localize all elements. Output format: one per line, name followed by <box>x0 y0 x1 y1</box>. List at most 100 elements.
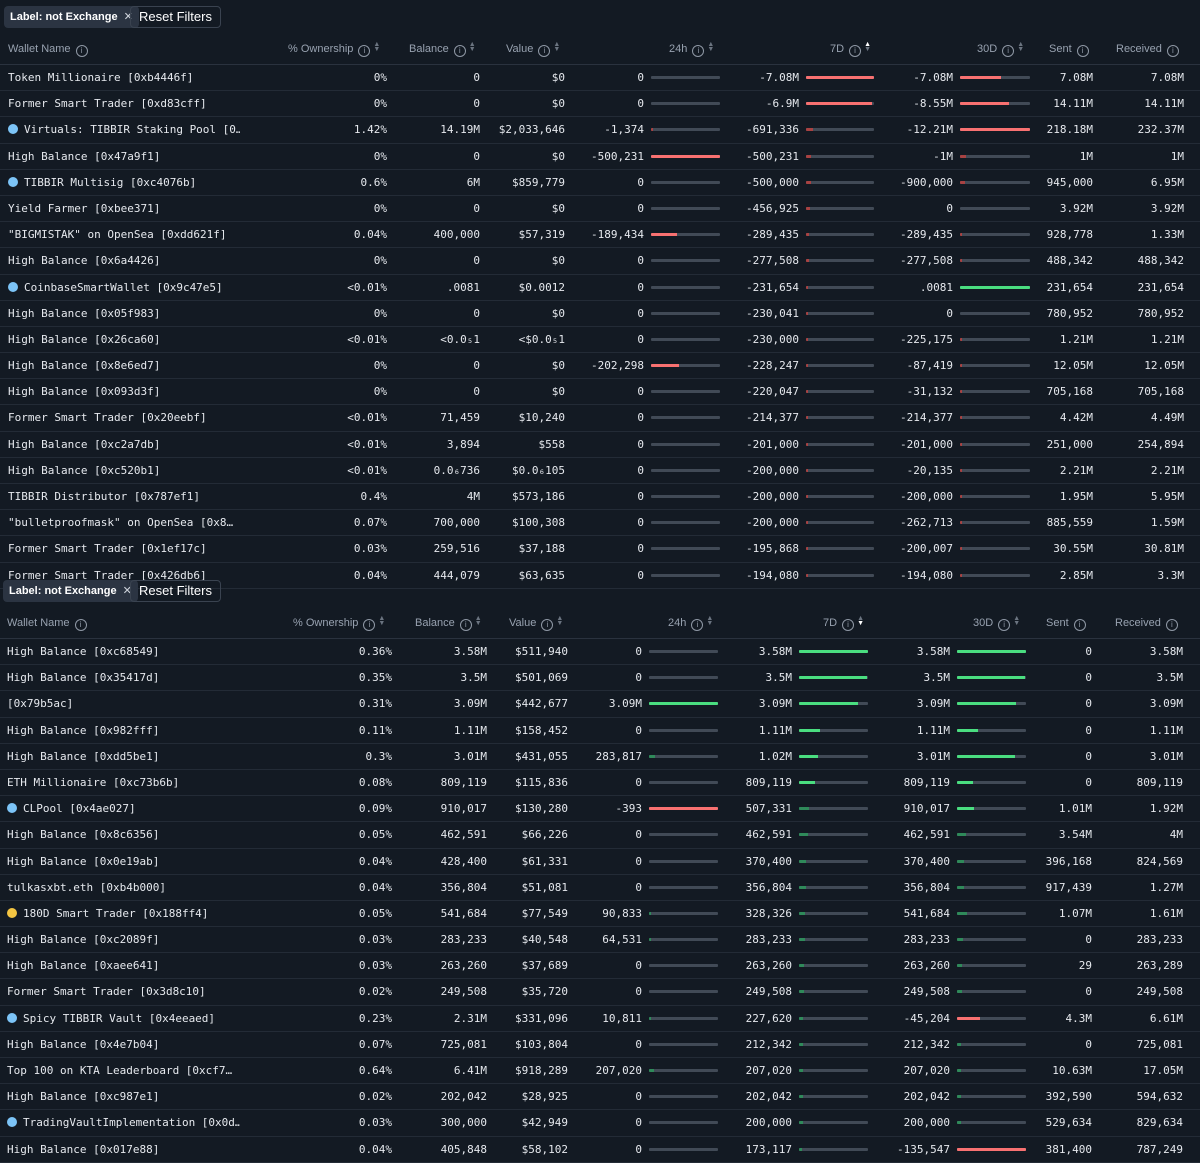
table-row[interactable]: High Balance [0x47a9f1] 0% 0 $0 -500,231 -500… <box>0 144 1200 170</box>
header-30d[interactable]: 30D i▲ ▼ <box>973 608 1020 638</box>
wallet-name[interactable]: "BIGMISTAK" on OpenSea [0xdd621f] <box>8 222 240 247</box>
table-row[interactable]: Former Smart Trader [0x3d8c10] 0.02% 249,5… <box>0 979 1200 1006</box>
table-row[interactable]: High Balance [0x093d3f] 0% 0 $0 0 -220,047 -31… <box>0 379 1200 406</box>
wallet-name[interactable]: High Balance [0xc987e1] <box>7 1084 240 1109</box>
table-row[interactable]: High Balance [0x4e7b04] 0.07% 725,081 $103,… <box>0 1032 1200 1058</box>
wallet-name[interactable]: Former Smart Trader [0x20eebf] <box>8 405 240 430</box>
wallet-name[interactable]: High Balance [0x35417d] <box>7 665 240 690</box>
table-row[interactable]: Spicy TIBBIR Vault [0x4eeaed] 0.23% 2.31M $… <box>0 1006 1200 1032</box>
sort-arrows-icon[interactable]: ▲ ▼ <box>1017 41 1025 53</box>
wallet-name[interactable]: TIBBIR Multisig [0xc4076b] <box>8 170 240 195</box>
sort-arrows-icon[interactable]: ▲ ▼ <box>553 41 561 53</box>
wallet-name[interactable]: Token Millionaire [0xb4446f] <box>8 65 240 90</box>
sort-arrows-icon[interactable]: ▲ ▼ <box>378 615 386 627</box>
table-row[interactable]: ETH Millionaire [0xc73b6b] 0.08% 809,119 $1… <box>0 770 1200 797</box>
wallet-name[interactable]: High Balance [0x017e88] <box>7 1137 240 1162</box>
info-icon[interactable]: i <box>998 619 1011 631</box>
info-icon[interactable]: i <box>538 45 551 57</box>
sort-arrows-icon[interactable]: ▲ ▼ <box>706 615 714 627</box>
table-row[interactable]: High Balance [0x35417d] 0.35% 3.5M $501,069… <box>0 665 1200 692</box>
table-row[interactable]: TIBBIR Multisig [0xc4076b] 0.6% 6M $859,779… <box>0 170 1200 196</box>
header-value[interactable]: Value i▲ ▼ <box>509 608 563 638</box>
wallet-name[interactable]: Former Smart Trader [0x426db6] <box>8 563 240 588</box>
reset-filters-button[interactable]: Reset Filters <box>130 580 221 602</box>
table-row[interactable]: tulkasxbt.eth [0xb4b000] 0.04% 356,804 $51,… <box>0 875 1200 901</box>
sort-arrows-icon[interactable]: ▲ ▼ <box>1013 615 1021 627</box>
table-row[interactable]: CoinbaseSmartWallet [0x9c47e5] <0.01% .008… <box>0 275 1200 301</box>
wallet-name[interactable]: CLPool [0x4ae027] <box>7 796 240 821</box>
wallet-name[interactable]: High Balance [0x093d3f] <box>8 379 240 404</box>
info-icon[interactable]: i <box>363 619 376 631</box>
wallet-name[interactable]: High Balance [0xaee641] <box>7 953 240 978</box>
info-icon[interactable]: i <box>358 45 371 57</box>
header-7d[interactable]: 7D i▲ ▼ <box>823 608 864 638</box>
table-row[interactable]: Yield Farmer [0xbee371] 0% 0 $0 0 -456,925 0 3.… <box>0 196 1200 223</box>
wallet-name[interactable]: High Balance [0x0e19ab] <box>7 849 240 874</box>
wallet-name[interactable]: High Balance [0x4e7b04] <box>7 1032 240 1057</box>
table-row[interactable]: Former Smart Trader [0xd83cff] 0% 0 $0 0 -6.9… <box>0 91 1200 118</box>
info-icon[interactable]: i <box>459 619 472 631</box>
table-row[interactable]: High Balance [0x0e19ab] 0.04% 428,400 $61,3… <box>0 849 1200 875</box>
wallet-name[interactable]: TradingVaultImplementation [0x0d… <box>7 1110 240 1135</box>
sort-arrows-icon[interactable]: ▲ ▼ <box>468 41 476 53</box>
table-row[interactable]: High Balance [0xc68549] 0.36% 3.58M $511,94… <box>0 639 1200 666</box>
info-icon[interactable]: i <box>453 45 466 57</box>
table-row[interactable]: High Balance [0xc2a7db] <0.01% 3,894 $558 0 -… <box>0 432 1200 458</box>
sort-arrows-icon[interactable]: ▲ ▼ <box>707 41 715 53</box>
wallet-name[interactable]: tulkasxbt.eth [0xb4b000] <box>7 875 240 900</box>
table-row[interactable]: High Balance [0x26ca60] <0.01% <0.0₅1 <$0.0… <box>0 327 1200 354</box>
reset-filters-button[interactable]: Reset Filters <box>130 6 221 28</box>
wallet-name[interactable]: High Balance [0x8e6ed7] <box>8 353 240 378</box>
info-icon[interactable]: i <box>849 45 862 57</box>
sort-arrows-icon[interactable]: ▲ ▼ <box>857 615 864 627</box>
wallet-name[interactable]: Yield Farmer [0xbee371] <box>8 196 240 221</box>
wallet-name[interactable]: Virtuals: TIBBIR Staking Pool [0… <box>8 117 240 142</box>
close-icon[interactable]: ✕ <box>122 585 132 597</box>
wallet-name[interactable]: High Balance [0x47a9f1] <box>8 144 240 169</box>
wallet-name[interactable]: CoinbaseSmartWallet [0x9c47e5] <box>8 275 240 300</box>
info-icon[interactable]: i <box>1073 619 1086 631</box>
filter-chip-label[interactable]: Label: not Exchange ✕ <box>4 6 139 28</box>
wallet-name[interactable]: Former Smart Trader [0xd83cff] <box>8 91 240 116</box>
table-row[interactable]: High Balance [0x6a4426] 0% 0 $0 0 -277,508 -27… <box>0 248 1200 275</box>
table-row[interactable]: Virtuals: TIBBIR Staking Pool [0… 1.42% 14… <box>0 117 1200 144</box>
table-row[interactable]: High Balance [0x8c6356] 0.05% 462,591 $66,2… <box>0 822 1200 849</box>
table-row[interactable]: High Balance [0xdd5be1] 0.3% 3.01M $431,055… <box>0 744 1200 770</box>
filter-chip-label[interactable]: Label: not Exchange ✕ <box>3 580 138 602</box>
header-received[interactable]: Received i <box>1116 34 1179 64</box>
info-icon[interactable]: i <box>1166 45 1179 57</box>
wallet-name[interactable]: High Balance [0xc2a7db] <box>8 432 240 457</box>
table-row[interactable]: Former Smart Trader [0x426db6] 0.04% 444,0… <box>0 563 1200 589</box>
header-sent[interactable]: Sent i <box>1046 608 1086 638</box>
table-row[interactable]: High Balance [0xc520b1] <0.01% 0.0₆736 $0.0… <box>0 458 1200 484</box>
wallet-name[interactable]: Former Smart Trader [0x1ef17c] <box>8 536 240 561</box>
wallet-name[interactable]: "bulletproofmask" on OpenSea [0x8… <box>8 510 240 535</box>
table-row[interactable]: "BIGMISTAK" on OpenSea [0xdd621f] 0.04% 40… <box>0 222 1200 249</box>
wallet-name[interactable]: High Balance [0xdd5be1] <box>7 744 240 769</box>
header-ownership[interactable]: % Ownership i▲ ▼ <box>288 34 380 64</box>
wallet-name[interactable]: High Balance [0xc68549] <box>7 639 240 664</box>
table-row[interactable]: Top 100 on KTA Leaderboard [0xcf7… 0.64% 6… <box>0 1058 1200 1085</box>
header-7d[interactable]: 7D i▲ ▼ <box>830 34 871 64</box>
sort-arrows-icon[interactable]: ▲ ▼ <box>373 41 381 53</box>
header-ownership[interactable]: % Ownership i▲ ▼ <box>293 608 385 638</box>
table-row[interactable]: Token Millionaire [0xb4446f] 0% 0 $0 0 -7.08M… <box>0 65 1200 92</box>
wallet-name[interactable]: Spicy TIBBIR Vault [0x4eeaed] <box>7 1006 240 1031</box>
wallet-name[interactable]: High Balance [0xc2089f] <box>7 927 240 952</box>
sort-arrows-icon[interactable]: ▲ ▼ <box>864 41 871 53</box>
wallet-name[interactable]: High Balance [0x6a4426] <box>8 248 240 273</box>
wallet-name[interactable]: High Balance [0x982fff] <box>7 718 240 743</box>
info-icon[interactable]: i <box>1165 619 1178 631</box>
table-row[interactable]: TIBBIR Distributor [0x787ef1] 0.4% 4M $573,… <box>0 484 1200 511</box>
wallet-name[interactable]: Former Smart Trader [0x3d8c10] <box>7 979 240 1004</box>
wallet-name[interactable]: ETH Millionaire [0xc73b6b] <box>7 770 240 795</box>
wallet-name[interactable]: High Balance [0x26ca60] <box>8 327 240 352</box>
wallet-name[interactable]: High Balance [0x8c6356] <box>7 822 240 847</box>
table-row[interactable]: High Balance [0xaee641] 0.03% 263,260 $37,6… <box>0 953 1200 980</box>
table-row[interactable]: [0x79b5ac] 0.31% 3.09M $442,677 3.09M 3.09M 3.… <box>0 691 1200 718</box>
header-sent[interactable]: Sent i <box>1049 34 1089 64</box>
header-wallet-name[interactable]: Wallet Name i <box>7 608 87 638</box>
info-icon[interactable]: i <box>1076 45 1089 57</box>
header-24h[interactable]: 24h i▲ ▼ <box>668 608 713 638</box>
table-row[interactable]: 180D Smart Trader [0x188ff4] 0.05% 541,684… <box>0 901 1200 928</box>
